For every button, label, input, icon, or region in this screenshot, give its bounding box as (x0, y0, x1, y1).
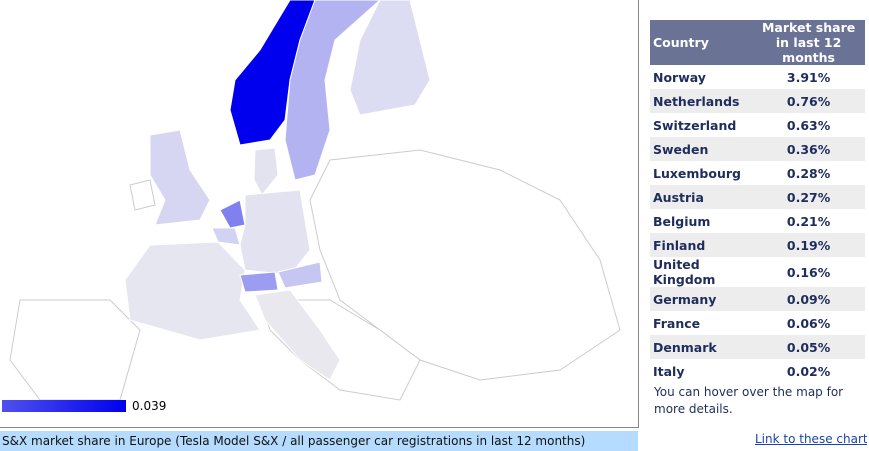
share-cell: 0.05% (752, 335, 865, 359)
table-row: Germany 0.09% (650, 287, 865, 311)
share-cell: 0.27% (752, 185, 865, 209)
table-row: Switzerland 0.63% (650, 113, 865, 137)
share-cell: 0.21% (786, 213, 831, 229)
table-row: Austria 0.27% (650, 185, 865, 209)
map[interactable] (0, 0, 639, 428)
table-row: Netherlands 0.76% (650, 89, 865, 113)
share-cell: 0.06% (786, 315, 831, 331)
note: You can hover over the map for more deta… (654, 385, 844, 416)
united-kingdom[interactable] (149, 129, 211, 226)
share-cell: 0.09% (752, 287, 865, 311)
switzerland[interactable] (239, 271, 279, 293)
share-table: Country Market share in last 12 months No… (650, 20, 865, 383)
table-row: Italy 0.02% (650, 359, 865, 383)
share-cell: 0.16% (786, 264, 831, 280)
map-svg (9, 0, 621, 401)
denmark[interactable] (253, 147, 279, 196)
iberia (9, 299, 141, 401)
legend-bar (2, 400, 126, 412)
share-cell: 0.02% (786, 363, 831, 379)
country-cell: Italy (653, 363, 685, 379)
link[interactable]: Link to these charts (755, 432, 867, 446)
country-cell: Austria (650, 185, 753, 209)
share-cell: 0.63% (786, 117, 831, 133)
country-cell: Finland (650, 233, 753, 257)
legend-label: 0.039 (132, 399, 167, 413)
italy[interactable] (254, 289, 341, 381)
share-cell: 0.28% (786, 165, 831, 181)
header-cell: Market share in last 12 months (752, 20, 865, 65)
table-row: United Kingdom 0.16% (650, 257, 865, 287)
country-cell: Luxembourg (653, 165, 741, 181)
table-row: Norway 3.91% (650, 65, 865, 89)
country-cell: Germany (650, 287, 753, 311)
share-cell: 0.36% (752, 137, 865, 161)
country-cell: Norway (653, 69, 706, 85)
table-header: Country Market share in last 12 months (650, 20, 865, 65)
country-cell: France (653, 315, 701, 331)
sweden[interactable] (284, 0, 381, 181)
ireland (129, 179, 156, 211)
germany[interactable] (239, 189, 311, 276)
share-cell: 0.19% (752, 233, 865, 257)
country-cell: Sweden (650, 137, 753, 161)
table-row: Sweden 0.36% (650, 137, 865, 161)
table-row: Luxembourg 0.28% (650, 161, 865, 185)
share-cell: 0.76% (752, 89, 865, 113)
table-row: Finland 0.19% (650, 233, 865, 257)
austria[interactable] (277, 261, 323, 289)
table-row: Belgium 0.21% (650, 209, 865, 233)
country-cell: Denmark (650, 335, 753, 359)
finland[interactable] (349, 0, 431, 116)
header-cell: Country (650, 20, 753, 65)
country-cell: Switzerland (653, 117, 737, 133)
share-cell: 3.91% (786, 69, 831, 85)
france[interactable] (124, 241, 261, 341)
table-row: France 0.06% (650, 311, 865, 335)
caption: S&X market share in Europe (Tesla Model … (0, 431, 638, 451)
table-row: Denmark 0.05% (650, 335, 865, 359)
country-cell: United Kingdom (653, 257, 716, 287)
country-cell: Belgium (653, 213, 711, 229)
eastern-europe (309, 149, 621, 381)
country-cell: Netherlands (650, 89, 753, 113)
